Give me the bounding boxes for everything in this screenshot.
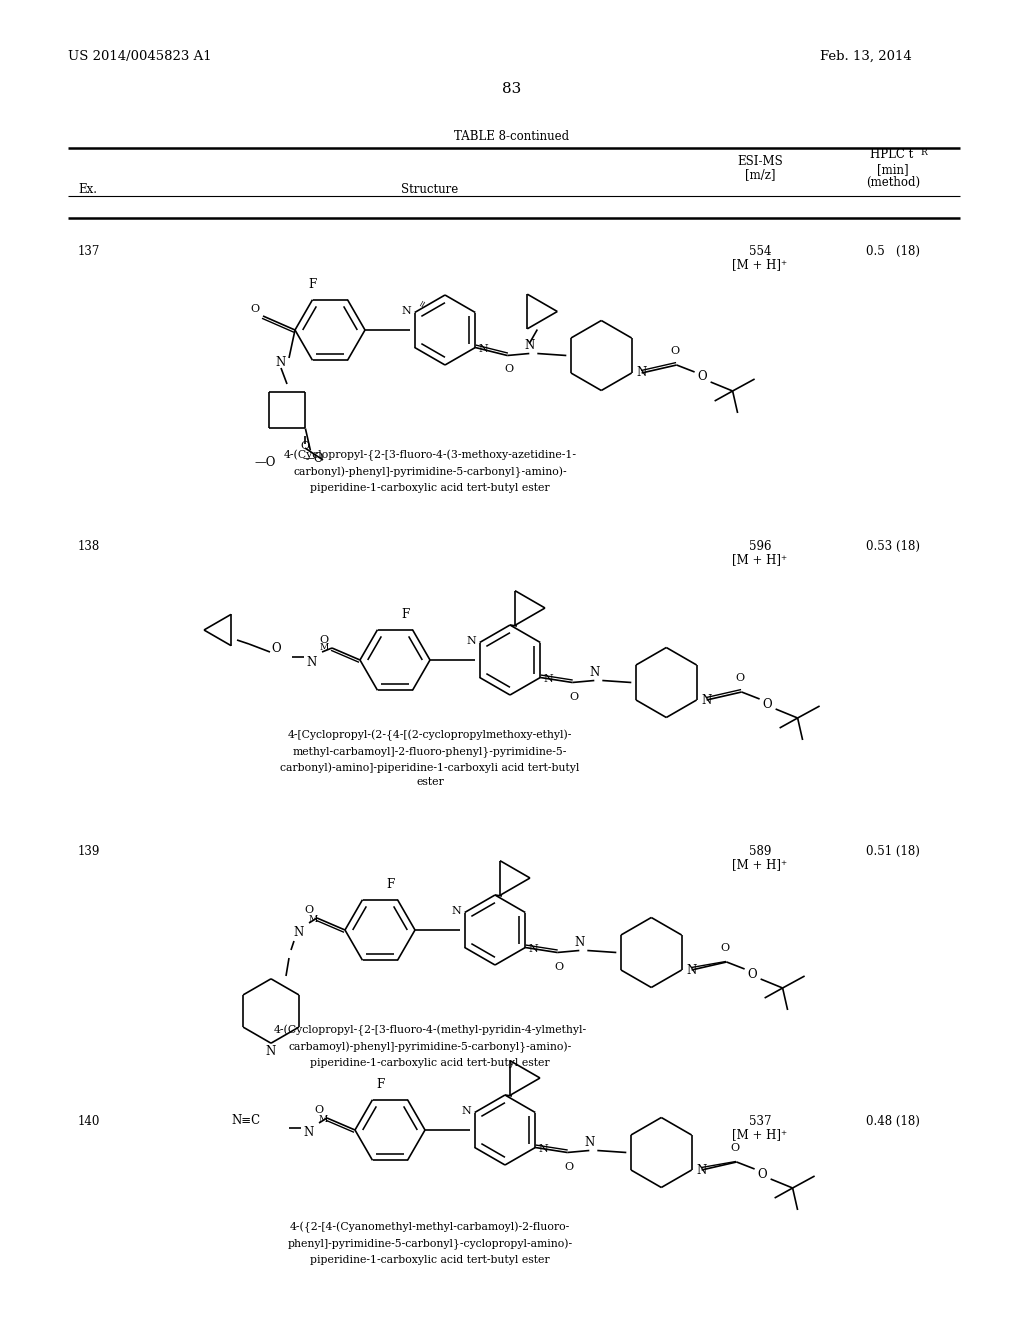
Text: N: N bbox=[266, 1044, 276, 1057]
Text: 537: 537 bbox=[749, 1115, 771, 1129]
Text: Structure: Structure bbox=[401, 183, 459, 195]
Text: F: F bbox=[386, 879, 394, 891]
Text: [M + H]⁺: [M + H]⁺ bbox=[732, 858, 787, 871]
Text: 0.48 (18): 0.48 (18) bbox=[866, 1115, 920, 1129]
Text: N: N bbox=[701, 693, 712, 706]
Text: =: = bbox=[418, 298, 430, 309]
Text: O: O bbox=[304, 906, 313, 915]
Text: R: R bbox=[920, 148, 927, 157]
Text: 4-[Cyclopropyl-(2-{4-[(2-cyclopropylmethoxy-ethyl)-
methyl-carbamoyl]-2-fluoro-p: 4-[Cyclopropyl-(2-{4-[(2-cyclopropylmeth… bbox=[281, 730, 580, 788]
Text: 83: 83 bbox=[503, 82, 521, 96]
Text: 4-({2-[4-(Cyanomethyl-methyl-carbamoyl)-2-fluoro-
phenyl]-pyrimidine-5-carbonyl}: 4-({2-[4-(Cyanomethyl-methyl-carbamoyl)-… bbox=[288, 1222, 572, 1265]
Text: —O: —O bbox=[254, 455, 275, 469]
Text: 137: 137 bbox=[78, 246, 100, 257]
Text: O: O bbox=[670, 346, 679, 356]
Text: US 2014/0045823 A1: US 2014/0045823 A1 bbox=[68, 50, 212, 63]
Text: N: N bbox=[307, 656, 317, 668]
Text: O: O bbox=[251, 304, 259, 314]
Text: N: N bbox=[402, 305, 412, 315]
Text: O: O bbox=[730, 1143, 739, 1152]
Text: 0.5   (18): 0.5 (18) bbox=[866, 246, 920, 257]
Text: O: O bbox=[735, 673, 744, 682]
Text: 139: 139 bbox=[78, 845, 100, 858]
Text: N: N bbox=[524, 339, 535, 352]
Text: O: O bbox=[763, 697, 772, 710]
Text: [M + H]⁺: [M + H]⁺ bbox=[732, 553, 787, 566]
Text: O: O bbox=[505, 364, 514, 375]
Text: N: N bbox=[584, 1137, 595, 1148]
Text: N: N bbox=[452, 906, 462, 916]
Text: O: O bbox=[697, 371, 708, 384]
Text: 4-(Cyclopropyl-{2-[3-fluoro-4-(methyl-pyridin-4-ylmethyl-
carbamoyl)-phenyl]-pyr: 4-(Cyclopropyl-{2-[3-fluoro-4-(methyl-py… bbox=[273, 1026, 587, 1068]
Text: O: O bbox=[300, 441, 309, 451]
Text: O: O bbox=[271, 642, 281, 655]
Text: [min]: [min] bbox=[878, 162, 909, 176]
Text: O: O bbox=[314, 1105, 324, 1115]
Text: F: F bbox=[376, 1078, 384, 1092]
Text: 138: 138 bbox=[78, 540, 100, 553]
Text: N: N bbox=[528, 945, 538, 954]
Text: N: N bbox=[696, 1163, 707, 1176]
Text: N: N bbox=[544, 675, 553, 685]
Text: [M + H]⁺: [M + H]⁺ bbox=[732, 257, 787, 271]
Text: [M + H]⁺: [M + H]⁺ bbox=[732, 1129, 787, 1140]
Text: O: O bbox=[565, 1162, 573, 1172]
Text: —O: —O bbox=[303, 451, 324, 465]
Text: O: O bbox=[555, 961, 564, 972]
Text: N: N bbox=[304, 1126, 314, 1139]
Text: 554: 554 bbox=[749, 246, 771, 257]
Text: 0.51 (18): 0.51 (18) bbox=[866, 845, 920, 858]
Text: N≡C: N≡C bbox=[231, 1114, 261, 1127]
Text: 4-(Cyclopropyl-{2-[3-fluoro-4-(3-methoxy-azetidine-1-
carbonyl)-phenyl]-pyrimidi: 4-(Cyclopropyl-{2-[3-fluoro-4-(3-methoxy… bbox=[284, 450, 577, 492]
Text: N: N bbox=[637, 367, 647, 380]
Text: O: O bbox=[319, 635, 329, 645]
Text: M: M bbox=[319, 644, 329, 652]
Text: N: N bbox=[478, 345, 488, 355]
Text: O: O bbox=[748, 968, 758, 981]
Text: O: O bbox=[720, 942, 729, 953]
Text: N: N bbox=[574, 936, 585, 949]
Text: N: N bbox=[589, 667, 599, 678]
Text: N: N bbox=[294, 927, 304, 940]
Text: 140: 140 bbox=[78, 1115, 100, 1129]
Text: N: N bbox=[686, 964, 696, 977]
Text: Ex.: Ex. bbox=[78, 183, 97, 195]
Text: M: M bbox=[318, 1114, 328, 1123]
Text: TABLE 8-continued: TABLE 8-continued bbox=[455, 129, 569, 143]
Text: N: N bbox=[467, 635, 477, 645]
Text: 0.53 (18): 0.53 (18) bbox=[866, 540, 920, 553]
Text: 596: 596 bbox=[749, 540, 771, 553]
Text: O: O bbox=[758, 1167, 767, 1180]
Text: ESI-MS: ESI-MS bbox=[737, 154, 783, 168]
Text: [m/z]: [m/z] bbox=[744, 168, 775, 181]
Text: N: N bbox=[462, 1106, 472, 1115]
Text: F: F bbox=[308, 279, 316, 292]
Text: HPLC t: HPLC t bbox=[870, 148, 913, 161]
Text: N: N bbox=[539, 1144, 548, 1155]
Text: (method): (method) bbox=[866, 176, 920, 189]
Text: 589: 589 bbox=[749, 845, 771, 858]
Text: F: F bbox=[400, 609, 410, 622]
Text: Feb. 13, 2014: Feb. 13, 2014 bbox=[820, 50, 911, 63]
Text: M: M bbox=[308, 915, 317, 924]
Text: O: O bbox=[569, 692, 579, 701]
Text: N: N bbox=[275, 356, 286, 370]
